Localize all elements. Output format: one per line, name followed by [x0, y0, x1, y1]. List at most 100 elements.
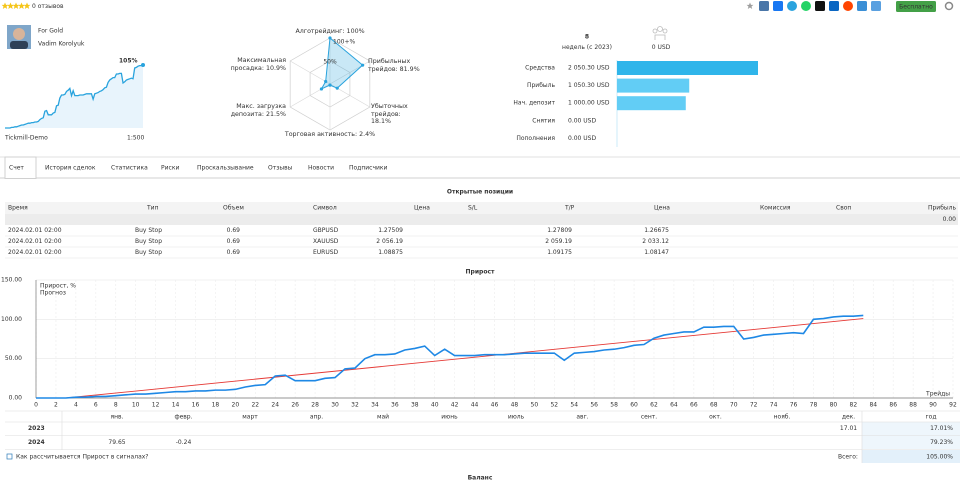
month-value: 79.65 — [108, 439, 125, 446]
x-tick-label: 84 — [869, 402, 877, 409]
active-tab — [4, 156, 37, 179]
tab[interactable]: Риски — [161, 165, 179, 172]
radar-axis-label: Алготрейдинг: 100% — [295, 28, 365, 35]
stat-label: Пополнения — [516, 135, 555, 142]
y-tick-label: 0.00 — [9, 395, 23, 402]
y-tick-label: 100.00 — [1, 316, 22, 323]
x-tick-label: 8 — [114, 402, 118, 409]
table-cell: 2 056.19 — [376, 238, 403, 245]
broker-name: Tickmill-Demo — [4, 135, 48, 142]
tab[interactable]: Отзывы — [268, 165, 293, 172]
total-label: Всего: — [838, 454, 858, 461]
radar-point — [328, 83, 332, 87]
x-icon[interactable] — [815, 1, 825, 11]
sparkline-end — [141, 63, 145, 67]
stat-value: 2 050.30 USD — [568, 65, 610, 72]
column-header: Своп — [836, 205, 851, 212]
legend-entry: Прирост, % — [40, 283, 76, 290]
x-tick-label: 32 — [351, 402, 359, 409]
radar-axis-label: Прибыльных трейдов: 81.9% — [368, 58, 420, 73]
column-header: Объем — [223, 205, 244, 212]
tab[interactable]: Проскальзывание — [197, 165, 254, 172]
radar-point — [361, 63, 365, 67]
x-tick-label: 72 — [750, 402, 758, 409]
x-tick-label: 54 — [570, 402, 578, 409]
table-cell: 1.27509 — [378, 227, 403, 234]
tab[interactable]: История сделок — [45, 165, 96, 172]
email-icon[interactable] — [871, 1, 881, 11]
x-tick-label: 68 — [710, 402, 718, 409]
year-label: 2023 — [28, 425, 45, 432]
subscribe-button-label[interactable]: Бесплатно — [899, 3, 933, 10]
x-tick-label: 58 — [610, 402, 618, 409]
column-header: T/P — [564, 205, 575, 212]
x-tick-label: 90 — [929, 402, 937, 409]
share-icon[interactable] — [857, 1, 867, 11]
section-title: Открытые позиции — [447, 189, 513, 196]
table-cell: 2024.02.01 02:00 — [8, 238, 62, 245]
star — [23, 2, 31, 9]
table-cell: 2 059.19 — [545, 238, 572, 245]
x-tick-label: 28 — [311, 402, 319, 409]
x-tick-label: 4 — [74, 402, 78, 409]
vk-icon[interactable] — [759, 1, 769, 11]
x-tick-label: 80 — [830, 402, 838, 409]
linkedin-icon[interactable] — [829, 1, 839, 11]
facebook-icon[interactable] — [773, 1, 783, 11]
x-tick-label: 50 — [531, 402, 539, 409]
help-link[interactable]: Как рассчитывается Прирост в сигналах? — [16, 454, 148, 461]
column-header: Прибыль — [928, 205, 956, 212]
x-tick-label: 18 — [212, 402, 220, 409]
month-header: март — [242, 414, 258, 421]
x-tick-label: 16 — [192, 402, 200, 409]
star — [7, 2, 14, 9]
table-cell: 1.27809 — [547, 227, 572, 234]
whatsapp-icon[interactable] — [801, 1, 811, 11]
tab[interactable]: Счет — [9, 165, 24, 172]
tab[interactable]: Статистика — [111, 165, 148, 172]
x-tick-label: 36 — [391, 402, 399, 409]
stat-bar — [617, 78, 690, 93]
avatar — [7, 25, 31, 49]
favorite-icon[interactable] — [746, 2, 754, 10]
month-header: нояб. — [774, 414, 791, 421]
x-tick-label: 6 — [94, 402, 98, 409]
share-icons — [746, 1, 954, 12]
weeks-count: 8 — [585, 34, 589, 41]
x-tick-label: 44 — [471, 402, 479, 409]
x-tick-label: 74 — [770, 402, 778, 409]
section-title: Прирост — [466, 269, 495, 276]
stat-label: Средства — [525, 65, 555, 72]
star — [18, 2, 25, 9]
subscribers-funds: 0 USD — [652, 44, 671, 51]
settings-icon[interactable] — [944, 1, 954, 11]
telegram-icon[interactable] — [787, 1, 797, 11]
reddit-icon[interactable] — [843, 1, 853, 11]
stat-value: 0.00 USD — [568, 135, 596, 142]
month-header: июль — [508, 414, 525, 421]
x-tick-label: 20 — [232, 402, 240, 409]
table-cell: 2024.02.01 02:00 — [8, 249, 62, 256]
author-name: Vadim Korolyuk — [38, 41, 85, 48]
x-tick-label: 64 — [670, 402, 678, 409]
growth-value: 105% — [119, 58, 138, 65]
y-tick-label: 50.00 — [5, 355, 22, 362]
stat-label: Снятия — [532, 117, 555, 124]
month-header: год — [926, 414, 937, 421]
subscribe-button[interactable] — [896, 1, 936, 12]
stat-value: 0.00 USD — [568, 117, 596, 124]
table-cell: 1.08875 — [378, 249, 403, 256]
month-header: сент. — [641, 414, 657, 421]
person-icon — [662, 28, 668, 34]
radar-ring-label: 50% — [323, 59, 337, 66]
stat-value: 1 000.00 USD — [568, 100, 610, 107]
table-cell: Buy Stop — [135, 227, 162, 234]
tab[interactable]: Подписчики — [349, 165, 388, 172]
x-tick-label: 56 — [590, 402, 598, 409]
x-tick-label: 62 — [650, 402, 658, 409]
signal-name: For Gold — [38, 28, 63, 35]
tab[interactable]: Новости — [308, 165, 334, 172]
total-profit: 0.00 — [943, 216, 957, 223]
radar-point — [324, 79, 328, 84]
